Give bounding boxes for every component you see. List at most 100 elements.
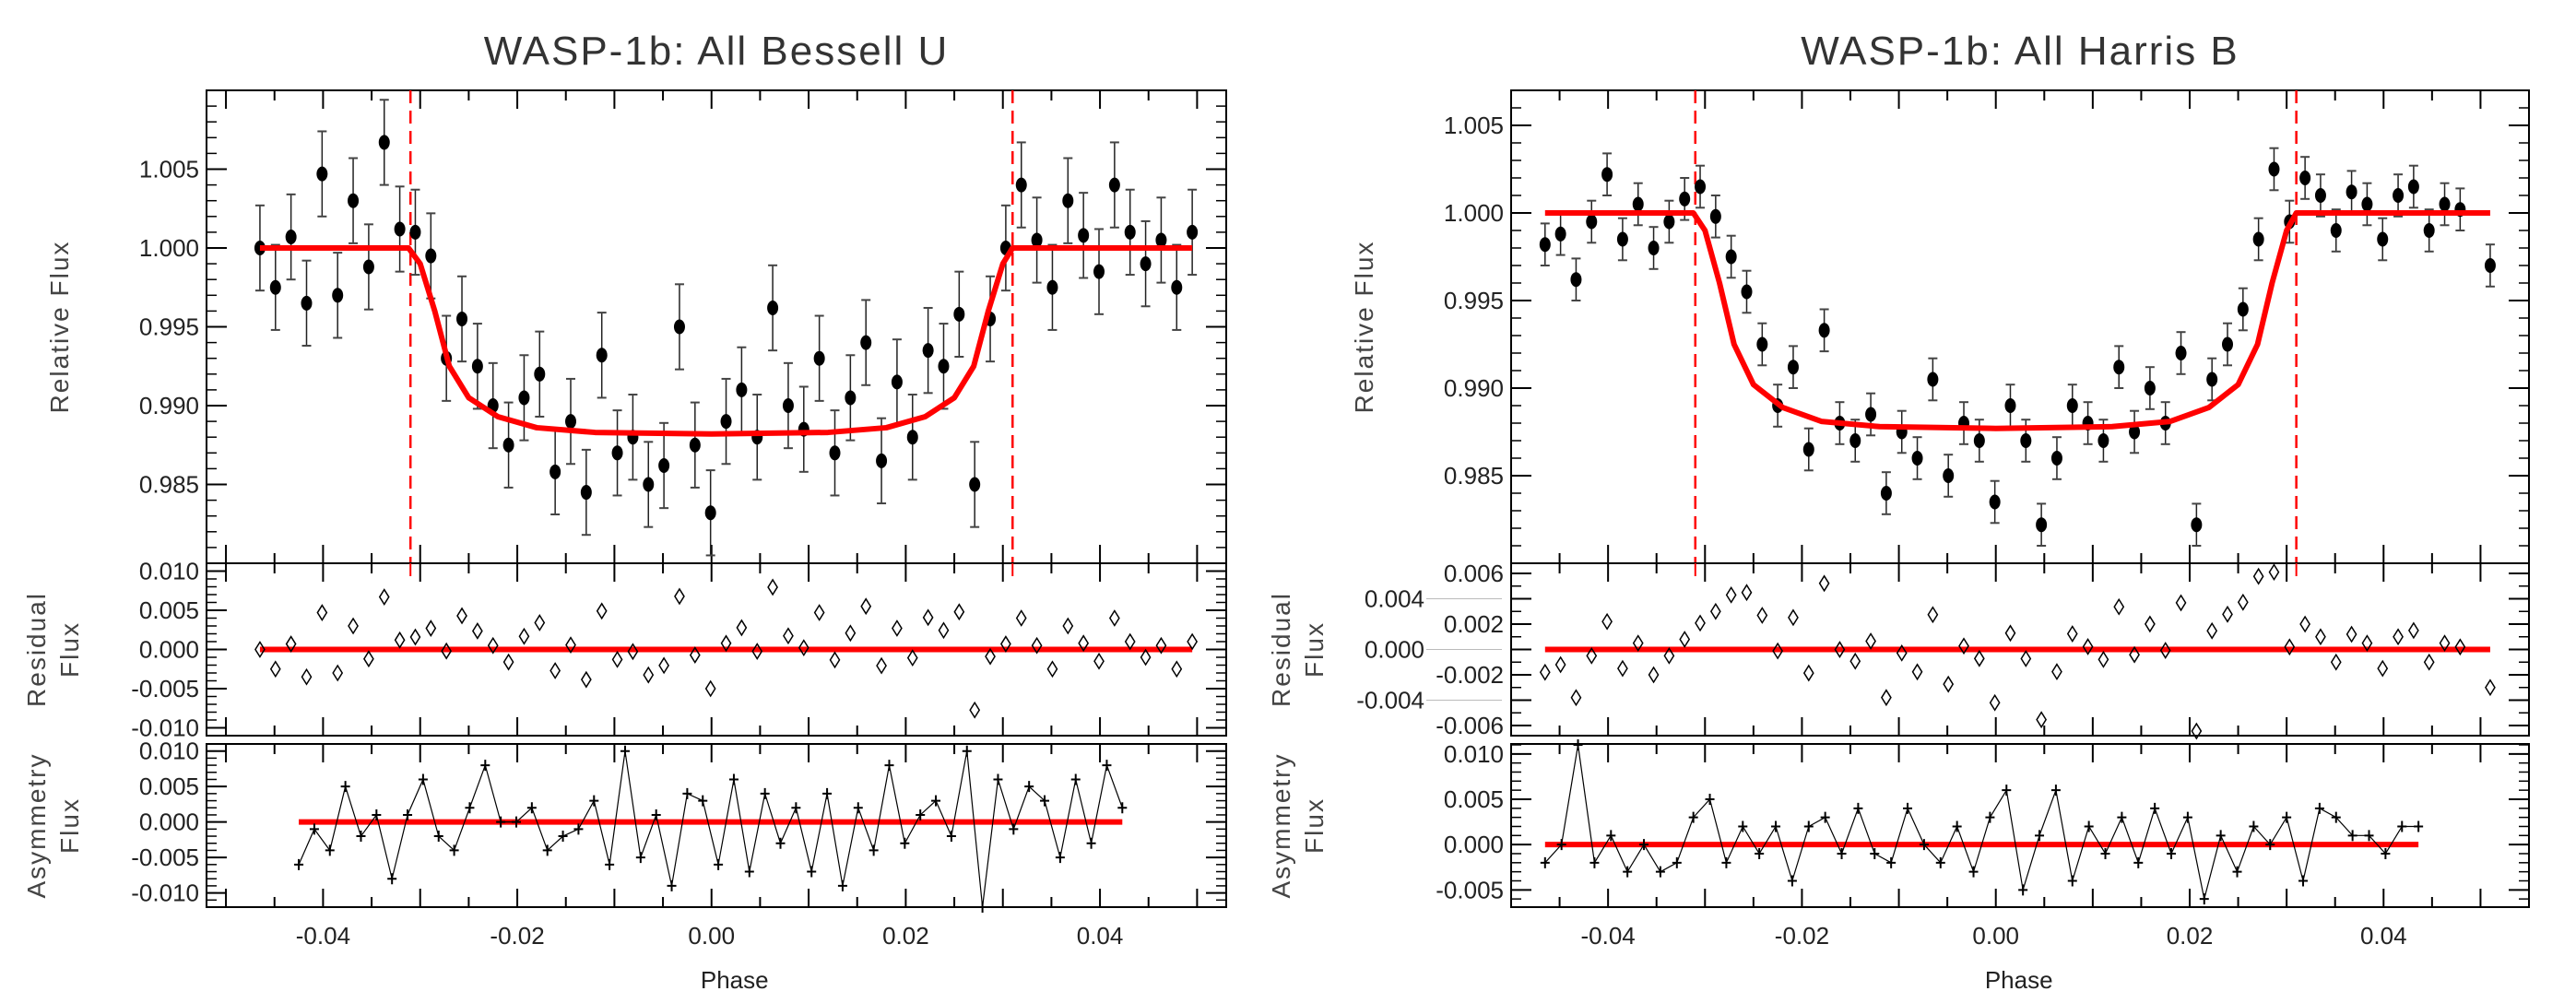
flux-point bbox=[2097, 433, 2109, 448]
flux-panel: 0.985 0.990 0.995 1.000 1.005 Relative Flux bbox=[1350, 89, 2530, 564]
y-axis-label: Residual bbox=[22, 592, 51, 707]
flux-point bbox=[456, 311, 468, 326]
flux-point bbox=[471, 359, 483, 374]
asymmetry-point bbox=[1086, 837, 1096, 849]
residual-point bbox=[1617, 659, 1628, 678]
residual-point bbox=[285, 635, 297, 653]
asymmetry-point bbox=[2117, 811, 2127, 823]
asymmetry-point bbox=[2050, 785, 2061, 796]
flux-point bbox=[1756, 336, 1768, 352]
residual-point bbox=[829, 651, 841, 669]
residual-point bbox=[674, 587, 685, 606]
asymmetry-point bbox=[1886, 856, 1897, 868]
asymmetry-point bbox=[807, 866, 817, 878]
flux-point bbox=[285, 230, 297, 245]
residual-point bbox=[611, 650, 623, 668]
residual-point bbox=[394, 631, 406, 649]
y-tick-label: -0.004 bbox=[1356, 687, 1424, 714]
residual-point bbox=[783, 627, 794, 645]
residual-point bbox=[2020, 650, 2032, 667]
asymmetry-point bbox=[1639, 839, 1649, 851]
flux-point bbox=[1078, 228, 1090, 243]
asymmetry-point bbox=[1935, 856, 1945, 868]
asymmetry-point bbox=[1556, 839, 1566, 851]
flux-point bbox=[953, 306, 965, 322]
asymmetry-point bbox=[1070, 773, 1081, 785]
residual-point bbox=[2036, 711, 2048, 729]
y-tick-label: -0.010 bbox=[131, 714, 199, 742]
flux-point bbox=[1725, 249, 1737, 265]
residual-point bbox=[1000, 635, 1011, 653]
residual-point bbox=[471, 622, 483, 640]
flux-point bbox=[1989, 494, 2001, 510]
asymmetry-point bbox=[2347, 830, 2357, 842]
y-tick-label: 0.000 bbox=[1365, 636, 1424, 664]
residual-point bbox=[906, 649, 918, 667]
asymmetry-point bbox=[356, 831, 366, 843]
flux-point bbox=[2314, 188, 2326, 203]
asymmetry-point bbox=[1919, 839, 1929, 851]
flux-point bbox=[922, 343, 934, 359]
asymmetry-point bbox=[977, 902, 987, 913]
residual-point bbox=[953, 603, 965, 621]
res-panel: -0.010 -0.005 0.000 0.005 0.010 Residual Flux bbox=[22, 558, 1227, 742]
asymmetry-point bbox=[1540, 856, 1550, 868]
y-axis-label: Asymmetry bbox=[1267, 753, 1295, 899]
asymmetry-point bbox=[1573, 738, 1583, 750]
plot-frame bbox=[206, 743, 1227, 908]
asymmetry-point bbox=[1102, 760, 1112, 772]
residual-point bbox=[2145, 615, 2156, 633]
flux-point bbox=[611, 445, 623, 461]
y-tick-label: 0.010 bbox=[139, 738, 199, 765]
asymmetry-point bbox=[512, 816, 522, 828]
asymmetry-point bbox=[822, 787, 833, 799]
asymmetry-point bbox=[403, 808, 413, 820]
flux-point bbox=[2050, 451, 2062, 466]
asymmetry-point bbox=[946, 831, 956, 843]
residual-point bbox=[2315, 628, 2326, 646]
residual-point bbox=[1663, 646, 1675, 665]
asymmetry-point bbox=[1738, 820, 1748, 832]
flux-point bbox=[348, 193, 360, 208]
y-axis-label: Residual bbox=[1267, 592, 1295, 707]
residual-point bbox=[2361, 634, 2373, 653]
residual-point bbox=[1849, 652, 1861, 670]
flux-point bbox=[1880, 486, 1892, 501]
asymmetry-point bbox=[2232, 866, 2242, 878]
residual-point bbox=[2051, 663, 2062, 681]
asymmetry-point bbox=[418, 773, 428, 785]
asymmetry-point bbox=[2397, 820, 2407, 832]
residual-point bbox=[751, 643, 763, 660]
flux-point bbox=[1554, 226, 1566, 242]
residual-point bbox=[1865, 632, 1876, 650]
residual-point bbox=[689, 646, 701, 664]
flux-point bbox=[1709, 208, 1721, 224]
asymmetry-point bbox=[1837, 847, 1847, 859]
flux-point bbox=[2407, 179, 2419, 195]
asymmetry-point bbox=[837, 879, 847, 891]
asymmetry-point bbox=[1771, 820, 1781, 832]
residual-point bbox=[2222, 605, 2233, 623]
asymmetry-point bbox=[2133, 856, 2144, 868]
asymmetry-point bbox=[1655, 866, 1665, 878]
asymmetry-point bbox=[1820, 811, 1830, 823]
residual-point bbox=[1741, 584, 1753, 602]
flux-point bbox=[1695, 179, 1707, 195]
y-tick-label: 0.010 bbox=[1444, 740, 1504, 768]
residual-point bbox=[845, 624, 857, 643]
asymmetry-point bbox=[309, 823, 319, 835]
residual-point bbox=[1896, 643, 1908, 662]
flux-point bbox=[2004, 398, 2016, 413]
chart-title: WASP-1b: All Harris B bbox=[1801, 29, 2239, 74]
residual-point bbox=[922, 608, 934, 627]
residual-point bbox=[2097, 650, 2109, 668]
y-axis-label: Asymmetry bbox=[22, 753, 51, 899]
asymmetry-point bbox=[558, 831, 568, 843]
asymmetry-point bbox=[1721, 856, 1731, 868]
flux-point bbox=[518, 390, 530, 406]
asymmetry-line bbox=[298, 750, 1123, 908]
flux-point bbox=[658, 457, 670, 473]
asymmetry-point bbox=[1755, 847, 1765, 859]
residual-point bbox=[2159, 642, 2171, 659]
